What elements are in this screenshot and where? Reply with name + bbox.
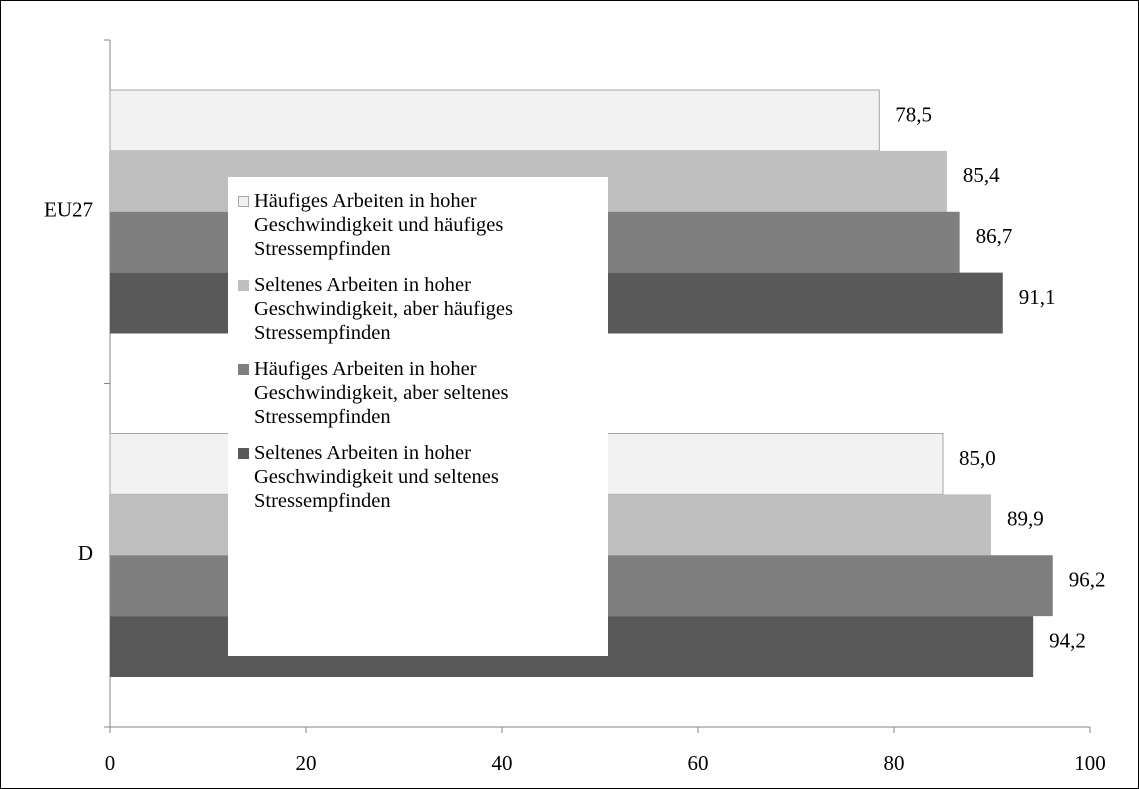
value-label: 85,0 [959, 446, 996, 470]
legend-label: Seltenes Arbeiten in hoher Geschwindigke… [254, 274, 514, 344]
value-label: 85,4 [963, 163, 1000, 187]
value-label: 78,5 [895, 102, 932, 126]
x-tick-label: 100 [1074, 751, 1106, 775]
legend: Häufiges Arbeiten in hoher Geschwindigke… [228, 177, 608, 656]
x-tick-label: 80 [884, 751, 905, 775]
value-label: 89,9 [1007, 507, 1044, 531]
y-tick-label: D [78, 541, 93, 565]
legend-swatch [238, 448, 249, 459]
value-label: 86,7 [976, 224, 1013, 248]
legend-label: Häufiges Arbeiten in hoher Geschwindigke… [254, 358, 509, 428]
value-label: 94,2 [1049, 628, 1086, 652]
value-label: 96,2 [1069, 568, 1106, 592]
legend-item: Seltenes Arbeiten in hoher Geschwindigke… [238, 441, 598, 513]
x-tick-label: 60 [688, 751, 709, 775]
bar [109, 89, 880, 152]
legend-swatch [238, 196, 249, 207]
legend-swatch [238, 364, 249, 375]
legend-swatch [238, 280, 249, 291]
x-tick-label: 20 [296, 751, 317, 775]
x-tick-label: 0 [105, 751, 116, 775]
x-tick-label: 40 [492, 751, 513, 775]
legend-label: Seltenes Arbeiten in hoher Geschwindigke… [254, 442, 499, 512]
y-tick-label: EU27 [44, 198, 93, 222]
legend-item: Häufiges Arbeiten in hoher Geschwindigke… [238, 189, 598, 261]
value-label: 91,1 [1019, 285, 1056, 309]
legend-item: Häufiges Arbeiten in hoher Geschwindigke… [238, 357, 598, 429]
legend-label: Häufiges Arbeiten in hoher Geschwindigke… [254, 190, 504, 260]
legend-item: Seltenes Arbeiten in hoher Geschwindigke… [238, 273, 598, 345]
